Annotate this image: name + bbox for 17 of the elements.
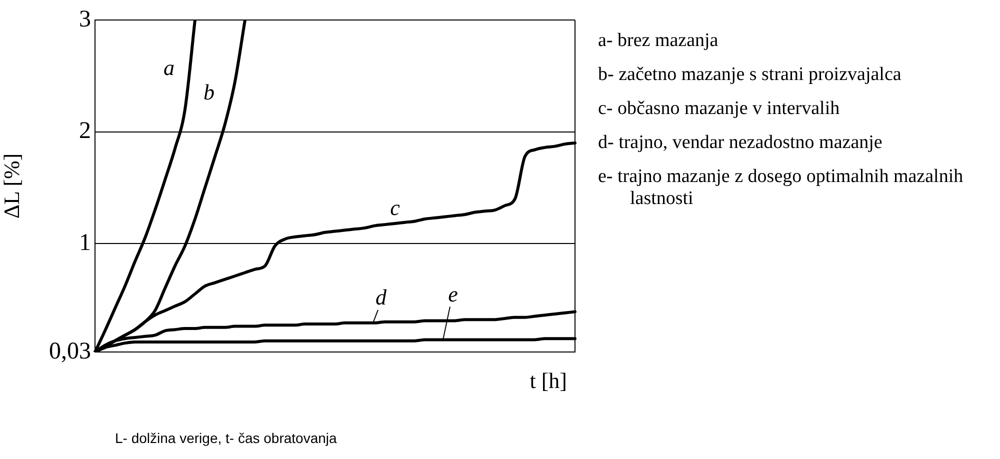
- text: c- občasno mazanje v intervalih: [598, 98, 841, 120]
- y-tick-label: 3: [79, 6, 91, 32]
- y-axis-title: ΔL [%]: [0, 153, 24, 219]
- text: L- dolžina verige, t- čas obratovanja: [115, 430, 337, 446]
- text: b- začetno mazanje s strani proizvajalca: [598, 64, 902, 86]
- text: a- brez mazanja: [598, 30, 720, 52]
- series-label: d: [376, 284, 388, 310]
- text: d- trajno, vendar nezadostno mazanje: [598, 132, 884, 154]
- text: e- trajno mazanje z dosego optimalnih mazalnih lastnosti: [598, 166, 964, 210]
- series-label: b: [204, 80, 214, 105]
- series-label: c: [390, 195, 400, 220]
- series-label: a: [164, 55, 174, 80]
- x-axis-title: t [h]: [530, 368, 567, 393]
- series-label: e: [448, 281, 458, 306]
- y-tick-label: 1: [79, 230, 91, 256]
- y-tick-label: 0,03: [49, 338, 91, 364]
- y-tick-label: 2: [79, 118, 91, 144]
